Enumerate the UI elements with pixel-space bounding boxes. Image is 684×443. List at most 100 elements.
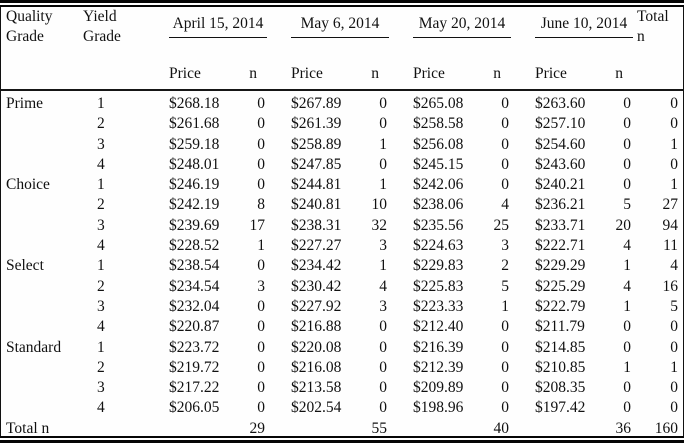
n-cell: 0 [623, 135, 632, 153]
table-row: 4 $248.01 0 $247.85 0 $245.15 0 $243.60 0 0 [1, 155, 683, 175]
table-row: 2 $242.19 8 $240.81 10 $238.06 4 $236.21 5 27 [1, 195, 683, 215]
price-cell: $223.33 [413, 297, 464, 315]
table-row: 4 $220.87 0 $216.88 0 $212.40 0 $211.79 0 0 [1, 317, 683, 337]
n-cell: 2 [501, 257, 510, 275]
n-cell: 4 [379, 277, 388, 295]
date-group-label: May 6, 2014 [291, 14, 390, 39]
yield-grade-cell: 4 [97, 318, 105, 336]
n-cell: 0 [379, 338, 388, 356]
n-cell: 0 [623, 379, 632, 397]
yield-grade-cell: 3 [97, 297, 105, 315]
col-header-price: Price [291, 64, 323, 82]
total-n-cell: 27 [662, 196, 679, 214]
price-cell: $233.71 [535, 216, 586, 234]
price-cell: $232.04 [169, 297, 220, 315]
yield-grade-cell: 1 [97, 95, 105, 112]
n-cell: 0 [501, 155, 510, 173]
table-header: Quality Grade Yield Grade April 15, 2014… [1, 7, 683, 90]
total-n-cell: 0 [670, 379, 679, 397]
price-cell: $246.19 [169, 176, 220, 194]
n-cell: 0 [257, 135, 265, 153]
price-cell: $258.89 [291, 135, 342, 153]
price-cell: $219.72 [169, 358, 220, 376]
price-cell: $256.08 [413, 135, 464, 153]
n-cell: 1 [379, 257, 388, 275]
price-cell: $263.60 [535, 95, 586, 112]
total-n-cell: 0 [670, 95, 679, 112]
yield-grade-cell: 2 [97, 196, 105, 214]
column-total-n-cell: 29 [249, 419, 266, 436]
price-cell: $238.06 [413, 196, 464, 214]
price-cell: $216.08 [291, 358, 342, 376]
col-header-n: n [371, 64, 380, 82]
price-cell: $261.39 [291, 115, 342, 133]
price-cell: $248.01 [169, 155, 220, 173]
col-header-n: n [615, 64, 624, 82]
col-group-may-6-2014: May 6, 2014 [269, 7, 391, 54]
price-cell: $216.88 [291, 318, 342, 336]
price-cell: $265.08 [413, 95, 464, 112]
table-row: 4 $206.05 0 $202.54 0 $198.96 0 $197.42 0 0 [1, 398, 683, 418]
yield-grade-cell: 3 [97, 216, 105, 234]
n-cell: 0 [501, 135, 510, 153]
price-cell: $208.35 [535, 379, 586, 397]
n-cell: 0 [501, 338, 510, 356]
price-cell: $235.56 [413, 216, 464, 234]
n-cell: 0 [257, 338, 265, 356]
quality-grade-cell [1, 297, 81, 317]
total-n-cell: 16 [662, 277, 679, 295]
table-row: 3 $217.22 0 $213.58 0 $209.89 0 $208.35 0 0 [1, 378, 683, 398]
price-cell: $230.42 [291, 277, 342, 295]
n-cell: 0 [623, 155, 632, 173]
yield-grade-cell: 1 [97, 338, 105, 356]
price-cell: $242.06 [413, 176, 464, 194]
quality-grade-cell [1, 378, 81, 398]
col-header-price: Price [169, 64, 201, 82]
yield-grade-cell: 3 [97, 379, 105, 397]
n-cell: 0 [501, 399, 510, 417]
yield-grade-cell: 4 [97, 399, 105, 417]
total-n-cell: 0 [670, 318, 679, 336]
n-cell: 0 [623, 338, 632, 356]
price-cell: $244.81 [291, 176, 342, 194]
n-cell: 0 [501, 358, 510, 376]
price-cell: $220.87 [169, 318, 220, 336]
total-n-cell: 0 [670, 399, 679, 417]
n-cell: 0 [257, 95, 265, 112]
price-cell: $222.79 [535, 297, 586, 315]
n-cell: 1 [623, 358, 632, 376]
price-cell: $222.71 [535, 237, 586, 255]
col-header-price: Price [535, 64, 567, 82]
n-cell: 0 [257, 297, 265, 315]
date-group-label: June 10, 2014 [535, 14, 634, 39]
column-total-n-cell: 55 [371, 419, 388, 436]
price-cell-empty [391, 419, 471, 436]
column-total-n-cell: 40 [493, 419, 510, 436]
total-n-cell: 0 [670, 115, 679, 133]
price-cell: $225.29 [535, 277, 586, 295]
quality-grade-cell [1, 216, 81, 236]
price-cell: $211.79 [535, 318, 585, 336]
quality-grade-cell [1, 398, 81, 418]
n-cell: 0 [257, 318, 265, 336]
top-double-rule-outer [0, 0, 684, 3]
n-cell: 0 [501, 176, 510, 194]
col-group-may-20-2014: May 20, 2014 [391, 7, 513, 54]
table-row: Standard 1 $223.72 0 $220.08 0 $216.39 0 $214.85… [1, 338, 683, 358]
n-cell: 0 [623, 95, 632, 112]
n-cell: 17 [249, 216, 266, 234]
col-group-april-15-2014: April 15, 2014 [147, 7, 269, 54]
col-header-total-n: Total n [637, 8, 669, 46]
n-cell: 0 [257, 379, 265, 397]
quality-grade-cell [1, 114, 81, 134]
quality-grade-cell [1, 135, 81, 155]
n-cell: 1 [379, 176, 388, 194]
table-row: 3 $232.04 0 $227.92 3 $223.33 1 $222.79 1 5 [1, 297, 683, 317]
n-cell: 0 [257, 399, 265, 417]
price-cell: $261.68 [169, 115, 220, 133]
col-header-yield-grade: Yield Grade [83, 8, 121, 46]
price-cell: $225.83 [413, 277, 464, 295]
top-double-rule-inner [0, 5, 684, 7]
table-row: 3 $239.69 17 $238.31 32 $235.56 25 $233.71 20 94 [1, 216, 683, 236]
